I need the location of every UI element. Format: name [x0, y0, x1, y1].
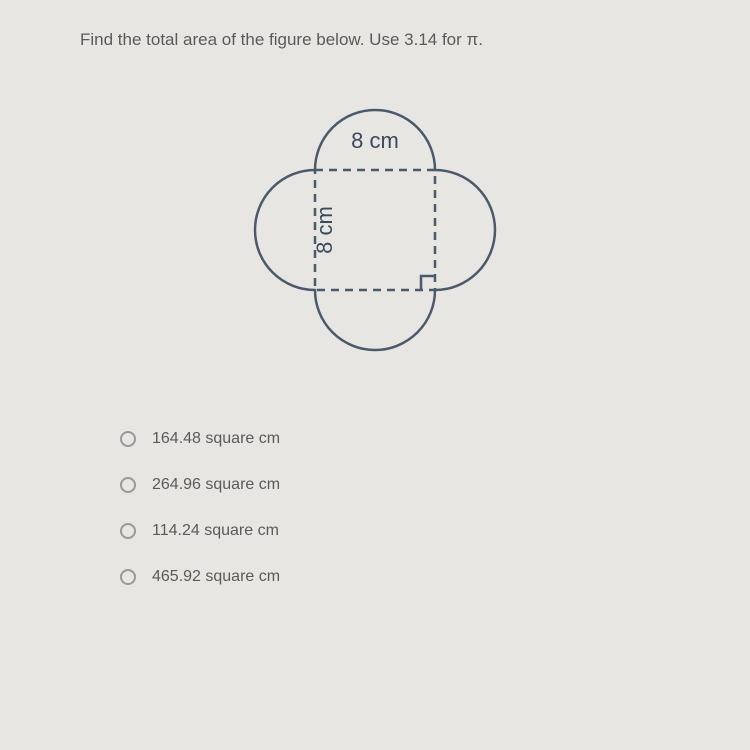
radio-icon	[120, 523, 136, 539]
option-b[interactable]: 264.96 square cm	[120, 476, 670, 494]
radio-icon	[120, 477, 136, 493]
option-d[interactable]: 465.92 square cm	[120, 568, 670, 586]
label-top: 8 cm	[351, 128, 399, 154]
label-left: 8 cm	[312, 206, 338, 254]
figure: 8 cm 8 cm	[235, 90, 515, 370]
radio-icon	[120, 431, 136, 447]
option-a[interactable]: 164.48 square cm	[120, 430, 670, 448]
option-c[interactable]: 114.24 square cm	[120, 522, 670, 540]
option-label: 114.24 square cm	[152, 522, 279, 540]
question-text: Find the total area of the figure below.…	[80, 30, 670, 50]
option-label: 164.48 square cm	[152, 430, 280, 448]
option-label: 465.92 square cm	[152, 568, 280, 586]
radio-icon	[120, 569, 136, 585]
right-angle-marker	[421, 276, 435, 290]
option-label: 264.96 square cm	[152, 476, 280, 494]
answer-options: 164.48 square cm 264.96 square cm 114.24…	[120, 430, 670, 586]
